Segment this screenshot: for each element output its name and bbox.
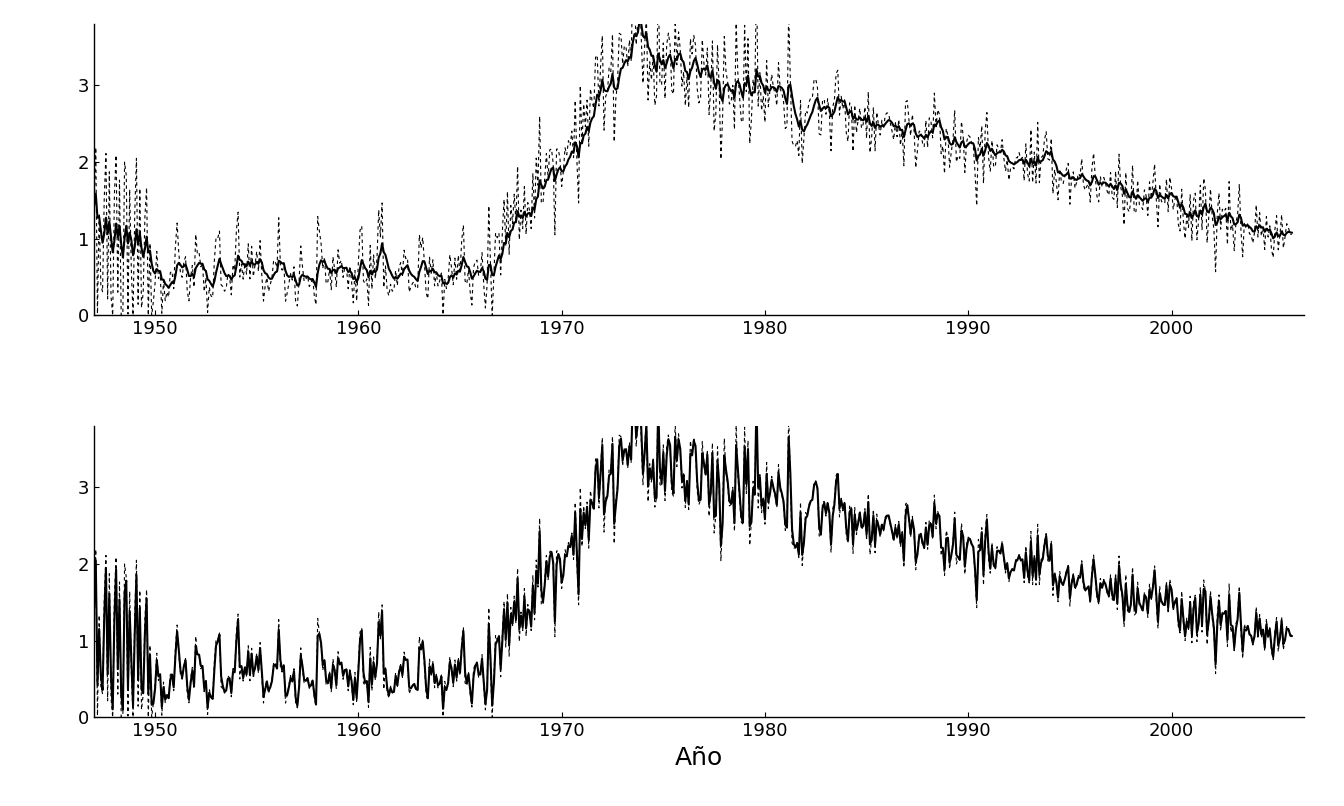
X-axis label: Año: Año [675,746,723,770]
